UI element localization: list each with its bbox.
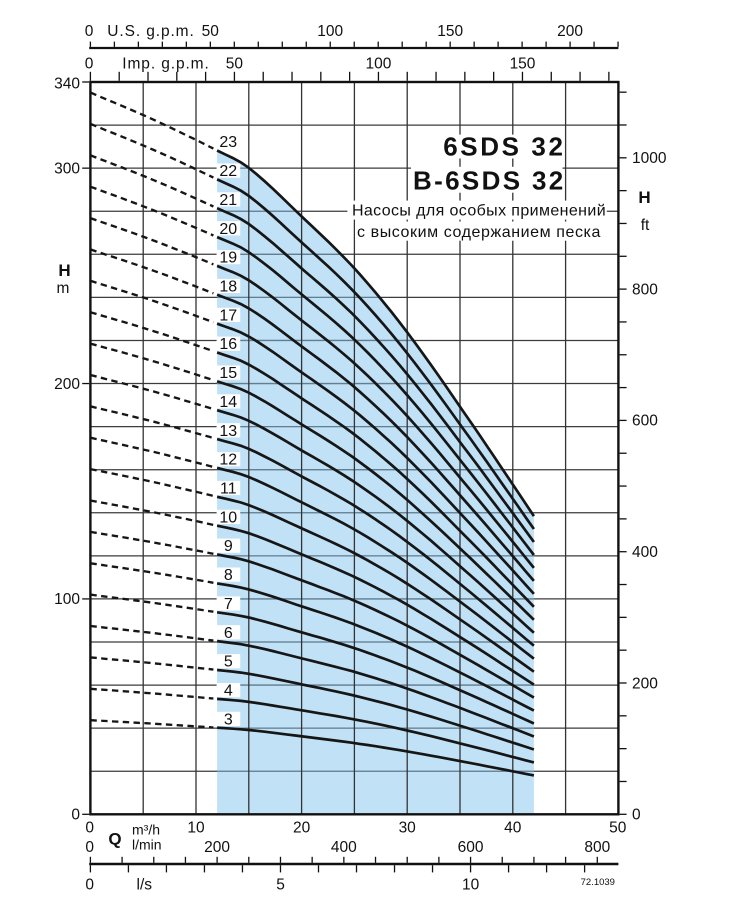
svg-text:m: m bbox=[57, 280, 70, 297]
svg-text:7: 7 bbox=[224, 596, 233, 613]
svg-text:400: 400 bbox=[632, 544, 658, 561]
svg-text:340: 340 bbox=[54, 76, 80, 93]
svg-text:0: 0 bbox=[71, 807, 80, 824]
svg-text:22: 22 bbox=[219, 163, 237, 180]
svg-text:l/min: l/min bbox=[132, 837, 162, 853]
svg-text:40: 40 bbox=[504, 820, 522, 837]
svg-text:50: 50 bbox=[609, 820, 627, 837]
svg-text:0: 0 bbox=[85, 839, 94, 856]
svg-text:100: 100 bbox=[365, 56, 391, 73]
svg-text:10: 10 bbox=[187, 820, 205, 837]
svg-text:m³/h: m³/h bbox=[132, 822, 160, 838]
svg-text:50: 50 bbox=[226, 56, 244, 73]
svg-text:50: 50 bbox=[202, 23, 220, 40]
svg-text:800: 800 bbox=[584, 839, 610, 856]
svg-text:l/s: l/s bbox=[137, 876, 153, 893]
svg-text:15: 15 bbox=[219, 365, 237, 382]
svg-text:H: H bbox=[638, 188, 650, 207]
svg-text:с высоким содержанием песка: с высоким содержанием песка bbox=[357, 224, 601, 241]
svg-text:16: 16 bbox=[219, 336, 237, 353]
svg-text:0: 0 bbox=[85, 56, 94, 73]
svg-text:0: 0 bbox=[632, 807, 641, 824]
svg-text:100: 100 bbox=[317, 23, 343, 40]
svg-text:Q: Q bbox=[108, 830, 121, 849]
svg-text:10: 10 bbox=[462, 876, 480, 893]
svg-text:Насосы для особых применений: Насосы для особых применений bbox=[352, 203, 606, 220]
svg-text:B-6SDS 32: B-6SDS 32 bbox=[413, 165, 566, 195]
svg-text:4: 4 bbox=[224, 683, 233, 700]
svg-text:19: 19 bbox=[219, 250, 237, 267]
svg-text:11: 11 bbox=[220, 481, 237, 498]
svg-text:100: 100 bbox=[54, 591, 80, 608]
svg-text:21: 21 bbox=[219, 192, 237, 209]
svg-text:600: 600 bbox=[458, 839, 484, 856]
svg-text:13: 13 bbox=[219, 423, 237, 440]
svg-text:Imp. g.p.m.: Imp. g.p.m. bbox=[122, 56, 209, 73]
svg-text:ft: ft bbox=[641, 217, 650, 234]
svg-text:72.1039: 72.1039 bbox=[581, 877, 615, 888]
svg-text:H: H bbox=[58, 261, 70, 280]
svg-text:0: 0 bbox=[85, 23, 94, 40]
svg-text:14: 14 bbox=[219, 394, 237, 411]
svg-text:150: 150 bbox=[510, 56, 536, 73]
svg-text:20: 20 bbox=[219, 221, 237, 238]
svg-text:1000: 1000 bbox=[632, 150, 667, 167]
svg-text:200: 200 bbox=[54, 376, 80, 393]
svg-text:5: 5 bbox=[276, 876, 285, 893]
svg-text:30: 30 bbox=[399, 820, 417, 837]
svg-text:0: 0 bbox=[85, 876, 94, 893]
svg-text:200: 200 bbox=[557, 23, 583, 40]
svg-text:12: 12 bbox=[219, 452, 237, 469]
svg-text:200: 200 bbox=[632, 675, 658, 692]
svg-text:300: 300 bbox=[54, 161, 80, 178]
svg-text:400: 400 bbox=[331, 839, 357, 856]
svg-text:6: 6 bbox=[224, 625, 233, 642]
svg-text:600: 600 bbox=[632, 413, 658, 430]
svg-text:20: 20 bbox=[293, 820, 311, 837]
svg-text:8: 8 bbox=[224, 567, 233, 584]
svg-text:3: 3 bbox=[224, 711, 233, 728]
svg-text:9: 9 bbox=[224, 538, 233, 555]
svg-text:10: 10 bbox=[219, 509, 237, 526]
svg-text:200: 200 bbox=[204, 839, 230, 856]
svg-text:0: 0 bbox=[85, 820, 94, 837]
svg-text:800: 800 bbox=[632, 281, 658, 298]
svg-text:150: 150 bbox=[437, 23, 463, 40]
svg-text:U.S. g.p.m.: U.S. g.p.m. bbox=[107, 23, 194, 40]
svg-text:17: 17 bbox=[219, 307, 237, 324]
svg-text:5: 5 bbox=[224, 654, 233, 671]
svg-text:6SDS 32: 6SDS 32 bbox=[443, 132, 565, 162]
svg-text:18: 18 bbox=[219, 279, 237, 296]
svg-text:23: 23 bbox=[219, 134, 237, 151]
